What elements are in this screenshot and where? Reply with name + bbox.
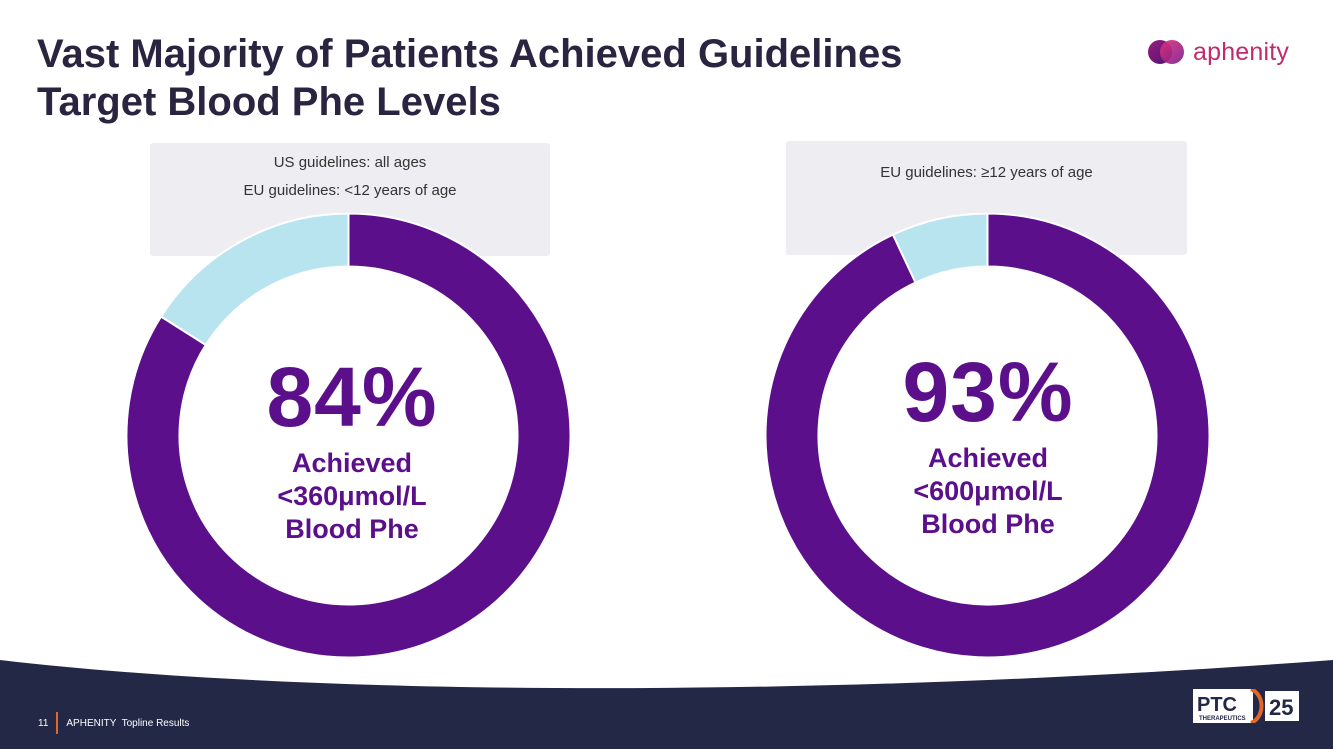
note-left-line1: US guidelines: all ages <box>273 154 427 171</box>
page-number: 11 <box>38 717 49 729</box>
ptc-logo: PTC THERAPEUTICS 25 <box>1193 689 1299 723</box>
donut-right-achieved-slice <box>765 213 1210 658</box>
donut-left-achieved-slice <box>126 213 571 658</box>
donut-left-value: 84% <box>266 350 438 444</box>
footer: 11 APHENITY Topline Results <box>38 712 189 734</box>
donut-right-value: 93% <box>902 345 1074 439</box>
donut-left-label-line3: Blood Phe <box>285 514 419 544</box>
donut-right-label-line3: Blood Phe <box>921 509 1055 539</box>
slide-title: Vast Majority of Patients Achieved Guide… <box>37 30 1037 126</box>
footer-divider <box>56 712 59 734</box>
aphenity-logo-icon <box>1148 40 1184 64</box>
donut-left-label-line1: Achieved <box>291 448 413 478</box>
donut-right-remaining-slice <box>891 213 989 284</box>
ptc-logo-text: PTC <box>1197 694 1237 716</box>
note-left-line2: EU guidelines: <12 years of age <box>243 182 457 199</box>
slide-title-line2: Target Blood Phe Levels <box>37 80 501 124</box>
ptc-logo-subtext: THERAPEUTICS <box>1199 716 1246 722</box>
slide-title-line1: Vast Majority of Patients Achieved Guide… <box>37 32 903 76</box>
donut-left-label-line2: <360μmol/L <box>277 481 427 511</box>
donut-left-label: Achieved <360μmol/L Blood Phe <box>222 447 482 546</box>
footer-label: APHENITY Topline Results <box>66 717 190 729</box>
brand-name: aphenity <box>1193 37 1290 66</box>
aphenity-logo: aphenity <box>1147 36 1289 68</box>
donut-right-label-line2: <600μmol/L <box>913 476 1063 506</box>
ptc-badge: 25 <box>1269 695 1293 720</box>
donut-right-label: Achieved <600μmol/L Blood Phe <box>858 442 1118 541</box>
footer-wave <box>0 660 1333 749</box>
donut-chart-left <box>126 213 571 658</box>
donut-center-left: 84% Achieved <360μmol/L Blood Phe <box>222 355 482 546</box>
donut-left-remaining-slice <box>159 213 350 347</box>
donut-chart-right <box>765 213 1210 658</box>
donut-right-label-line1: Achieved <box>927 443 1049 473</box>
donut-center-right: 93% Achieved <600μmol/L Blood Phe <box>858 350 1118 541</box>
note-right-line1: EU guidelines: ≥12 years of age <box>880 164 1093 181</box>
